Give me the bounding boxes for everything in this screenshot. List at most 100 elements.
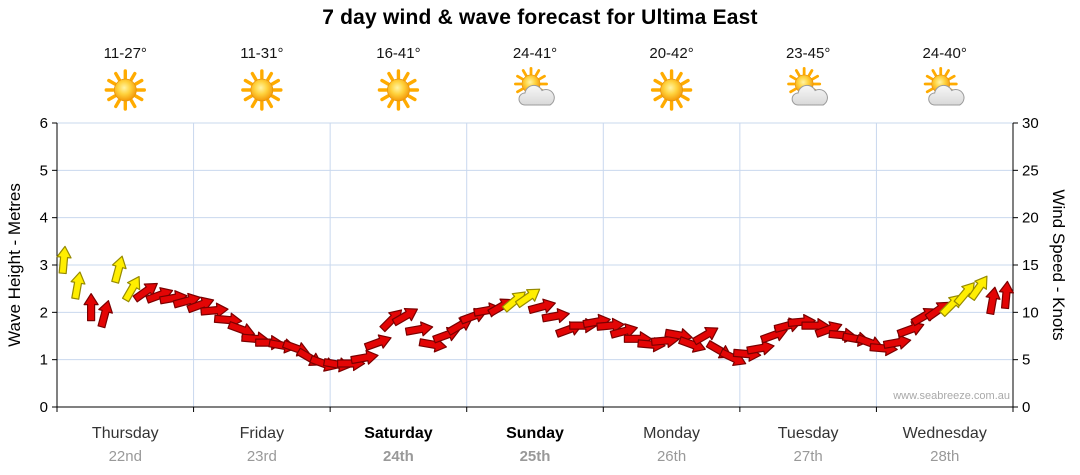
day-date-label: 26th <box>657 448 686 465</box>
sun-ray <box>925 74 934 81</box>
temperature-range: 11-27° <box>104 45 147 62</box>
sun-ray <box>266 98 274 109</box>
cloud-shape <box>791 84 828 106</box>
day-name-label: Wednesday <box>903 425 987 442</box>
wave-height-tick-label: 1 <box>40 352 48 369</box>
wave-height-tick-label: 5 <box>40 162 48 179</box>
wind-arrow <box>296 347 323 366</box>
temperature-range: 23-45° <box>786 45 830 62</box>
sun-cloud-icon <box>787 67 828 106</box>
day-name-label: Sunday <box>506 425 564 442</box>
cloud-shape <box>518 84 555 106</box>
wind-speed-tick-label: 15 <box>1022 257 1039 274</box>
temperature-range: 20-42° <box>649 45 693 62</box>
sun-ray <box>925 87 934 94</box>
sun-body <box>660 78 683 102</box>
day-date-label: 27th <box>794 448 823 465</box>
day-name-label: Friday <box>240 425 284 442</box>
sun-shape <box>377 69 420 111</box>
sun-ray <box>107 94 117 102</box>
sun-ray <box>380 78 390 86</box>
sun-ray <box>266 71 274 82</box>
sun-icon <box>104 69 146 111</box>
wind-arrow <box>985 286 1001 316</box>
axes: 0 1 2 3 4 5 6 0 5 10 15 20 25 30 <box>40 115 1039 416</box>
wave-height-tick-label: 0 <box>40 399 48 416</box>
sun-ray <box>538 74 546 81</box>
wind-arrow <box>967 275 988 301</box>
wave-height-tick-label: 3 <box>40 257 48 274</box>
wind-speed-tick-label: 30 <box>1022 115 1039 132</box>
wave-height-tick-label: 6 <box>40 115 48 132</box>
sun-ray <box>243 78 254 86</box>
sun-ray <box>129 98 137 109</box>
wind-arrow <box>692 326 719 346</box>
sun-ray <box>402 71 410 82</box>
sun-ray <box>129 71 137 82</box>
sun-body <box>387 78 410 102</box>
sun-cloud-icon <box>923 67 965 106</box>
wind-arrow <box>56 245 72 275</box>
wind-arrow <box>514 288 541 309</box>
day-date-label: 22nd <box>109 448 142 465</box>
sun-ray <box>407 94 417 102</box>
wind-arrow <box>121 275 141 303</box>
wind-speed-tick-label: 25 <box>1022 162 1039 179</box>
wind-arrow <box>350 349 379 365</box>
sun-ray <box>107 78 117 86</box>
wind-arrow-shape <box>121 275 141 303</box>
wind-arrow <box>896 321 925 338</box>
wind-arrow-shape <box>363 334 392 351</box>
wind-arrow-shape <box>985 286 1001 316</box>
wind-speed-tick-label: 10 <box>1022 304 1039 321</box>
day-labels: Thursday 22nd Friday 23rd Saturday 24th Sunday… <box>92 425 987 465</box>
sun-body <box>250 78 274 102</box>
chart-title: 7 day wind & wave forecast for Ultima Ea… <box>322 6 758 29</box>
sun-ray <box>114 98 121 109</box>
day-name-label: Saturday <box>364 425 433 442</box>
day-date-label: 24th <box>383 448 414 465</box>
sun-ray <box>114 71 121 82</box>
wave-height-tick-label: 2 <box>40 304 48 321</box>
sun-ray <box>789 74 798 81</box>
wind-arrow <box>527 298 556 315</box>
day-date-label: 28th <box>930 448 959 465</box>
sun-ray <box>133 78 144 86</box>
sun-icon <box>377 69 420 111</box>
sun-ray <box>680 78 690 86</box>
sun-shape <box>104 69 146 111</box>
sun-icon <box>650 69 693 111</box>
wind-arrow <box>363 334 392 351</box>
cloud-shape <box>928 84 965 106</box>
wind-arrow-shape <box>56 245 72 275</box>
wind-arrow-shape <box>541 308 570 324</box>
sun-ray <box>133 94 144 102</box>
sun-ray <box>387 71 395 82</box>
wind-arrow <box>404 321 434 337</box>
temperature-range: 11-31° <box>240 45 283 62</box>
sun-ray <box>653 94 663 102</box>
sun-ray <box>387 98 395 109</box>
sun-ray <box>947 74 956 81</box>
sun-shape <box>650 69 693 111</box>
wind-arrow-shape <box>896 321 925 338</box>
sun-ray <box>250 98 258 109</box>
sun-ray <box>516 74 524 81</box>
day-name-label: Tuesday <box>778 425 839 442</box>
wind-arrow <box>70 271 86 300</box>
sun-ray <box>660 71 668 82</box>
wave-height-axis-title: Wave Height - Metres <box>5 183 24 347</box>
sun-ray <box>250 71 258 82</box>
day-date-label: 23rd <box>247 448 277 465</box>
sun-ray <box>931 69 938 77</box>
wind-speed-tick-label: 5 <box>1022 352 1030 369</box>
wind-arrow <box>998 280 1015 310</box>
wind-arrow-shape <box>514 288 541 309</box>
sun-ray <box>270 94 281 102</box>
wind-arrow-shape <box>391 307 419 327</box>
sun-ray <box>534 69 541 77</box>
wind-arrow-shape <box>527 298 556 315</box>
sun-ray <box>675 98 683 109</box>
wind-arrow-shape <box>998 280 1015 310</box>
